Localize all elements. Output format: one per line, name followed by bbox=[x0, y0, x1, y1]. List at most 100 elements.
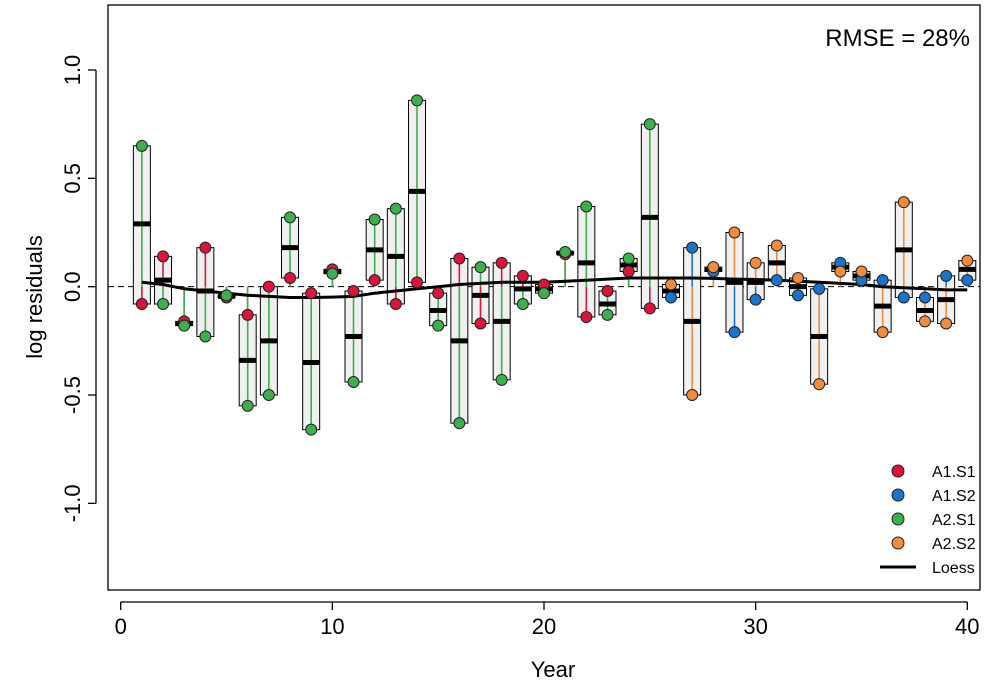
legend-label: A2.S2 bbox=[932, 536, 976, 553]
data-point bbox=[347, 285, 360, 297]
data-point bbox=[749, 293, 762, 306]
data-point bbox=[199, 330, 212, 343]
data-point bbox=[157, 298, 170, 310]
data-point bbox=[326, 267, 339, 280]
data-point bbox=[918, 315, 931, 328]
legend: A1.S1 A1.S2 A2.S1 A2.S2 Loess bbox=[880, 464, 976, 577]
data-point bbox=[622, 265, 635, 278]
data-point bbox=[305, 287, 318, 300]
data-point bbox=[834, 265, 847, 278]
data-point bbox=[347, 376, 360, 388]
data-point bbox=[495, 256, 508, 269]
data-point bbox=[368, 213, 381, 226]
data-point bbox=[686, 241, 699, 254]
data-point bbox=[559, 246, 572, 258]
boxes-layer bbox=[132, 99, 977, 431]
data-point bbox=[791, 289, 804, 302]
data-point bbox=[220, 289, 233, 302]
data-point bbox=[495, 373, 508, 386]
legend-symbol bbox=[891, 512, 905, 526]
x-tick-label: 0 bbox=[115, 614, 127, 639]
y-axis-title: log residuals bbox=[22, 235, 47, 359]
data-point bbox=[961, 274, 974, 287]
data-point bbox=[686, 389, 699, 401]
data-point bbox=[940, 269, 953, 282]
x-tick-label: 20 bbox=[532, 614, 556, 639]
y-tick-label: 0.5 bbox=[60, 163, 85, 194]
x-tick-label: 10 bbox=[320, 614, 344, 639]
legend-symbol bbox=[891, 464, 905, 478]
data-point bbox=[474, 261, 487, 274]
data-point bbox=[516, 269, 529, 282]
data-point bbox=[643, 302, 656, 315]
legend-label: A1.S2 bbox=[932, 488, 976, 505]
data-point bbox=[453, 417, 466, 430]
legend-label: A2.S1 bbox=[932, 512, 976, 529]
data-point bbox=[897, 196, 910, 209]
x-tick-label: 40 bbox=[955, 614, 979, 639]
data-point bbox=[770, 239, 783, 252]
legend-symbol bbox=[891, 488, 905, 502]
data-point bbox=[474, 317, 487, 330]
legend-label: Loess bbox=[932, 560, 975, 577]
y-tick-label: -1.0 bbox=[60, 484, 85, 522]
data-point bbox=[813, 378, 826, 391]
data-point bbox=[538, 287, 550, 300]
medians-layer bbox=[133, 188, 976, 365]
x-tick-label: 30 bbox=[743, 614, 767, 639]
data-point bbox=[728, 326, 741, 339]
data-point bbox=[601, 285, 614, 297]
data-point bbox=[791, 272, 804, 284]
data-point bbox=[940, 317, 953, 330]
data-point bbox=[135, 139, 148, 152]
legend-symbol bbox=[891, 536, 905, 550]
plot-frame bbox=[107, 4, 981, 591]
data-point bbox=[432, 287, 445, 300]
data-point bbox=[262, 389, 275, 401]
x-axis: 0 10 20 30 40 bbox=[115, 601, 980, 639]
data-point bbox=[262, 280, 275, 293]
data-point bbox=[432, 319, 445, 332]
y-tick-label: 0.0 bbox=[60, 271, 85, 302]
data-point bbox=[897, 291, 910, 304]
data-point bbox=[664, 278, 677, 291]
data-point bbox=[178, 319, 191, 332]
data-point bbox=[855, 265, 868, 278]
data-point bbox=[241, 308, 254, 321]
data-point bbox=[411, 94, 424, 107]
y-tick-label: -0.5 bbox=[60, 376, 85, 414]
data-point bbox=[516, 298, 529, 310]
data-point bbox=[918, 291, 931, 304]
data-point bbox=[389, 298, 402, 310]
data-point bbox=[135, 298, 148, 310]
data-point bbox=[284, 272, 297, 284]
data-point bbox=[241, 399, 254, 412]
data-point bbox=[728, 226, 741, 239]
data-point bbox=[643, 118, 656, 131]
data-point bbox=[813, 282, 826, 295]
data-point bbox=[368, 274, 381, 287]
loess-line bbox=[141, 276, 968, 299]
data-point bbox=[961, 254, 974, 267]
data-point bbox=[601, 308, 614, 321]
data-point bbox=[157, 250, 170, 263]
data-point bbox=[580, 200, 593, 213]
data-point bbox=[622, 252, 635, 265]
points-layer bbox=[135, 94, 974, 436]
data-point bbox=[305, 423, 318, 436]
data-point bbox=[707, 261, 720, 274]
rmse-annotation: RMSE = 28% bbox=[825, 25, 970, 52]
y-axis: -1.0 -0.5 0.0 0.5 1.0 bbox=[60, 55, 97, 522]
data-point bbox=[580, 311, 593, 323]
data-point bbox=[284, 211, 297, 224]
data-point bbox=[749, 256, 762, 269]
data-point bbox=[199, 241, 212, 254]
data-point bbox=[453, 252, 466, 265]
x-axis-title: Year bbox=[531, 657, 575, 682]
data-point bbox=[664, 291, 677, 304]
data-point bbox=[876, 274, 889, 287]
data-point bbox=[389, 202, 402, 215]
data-point bbox=[411, 276, 424, 289]
data-point bbox=[770, 274, 783, 287]
